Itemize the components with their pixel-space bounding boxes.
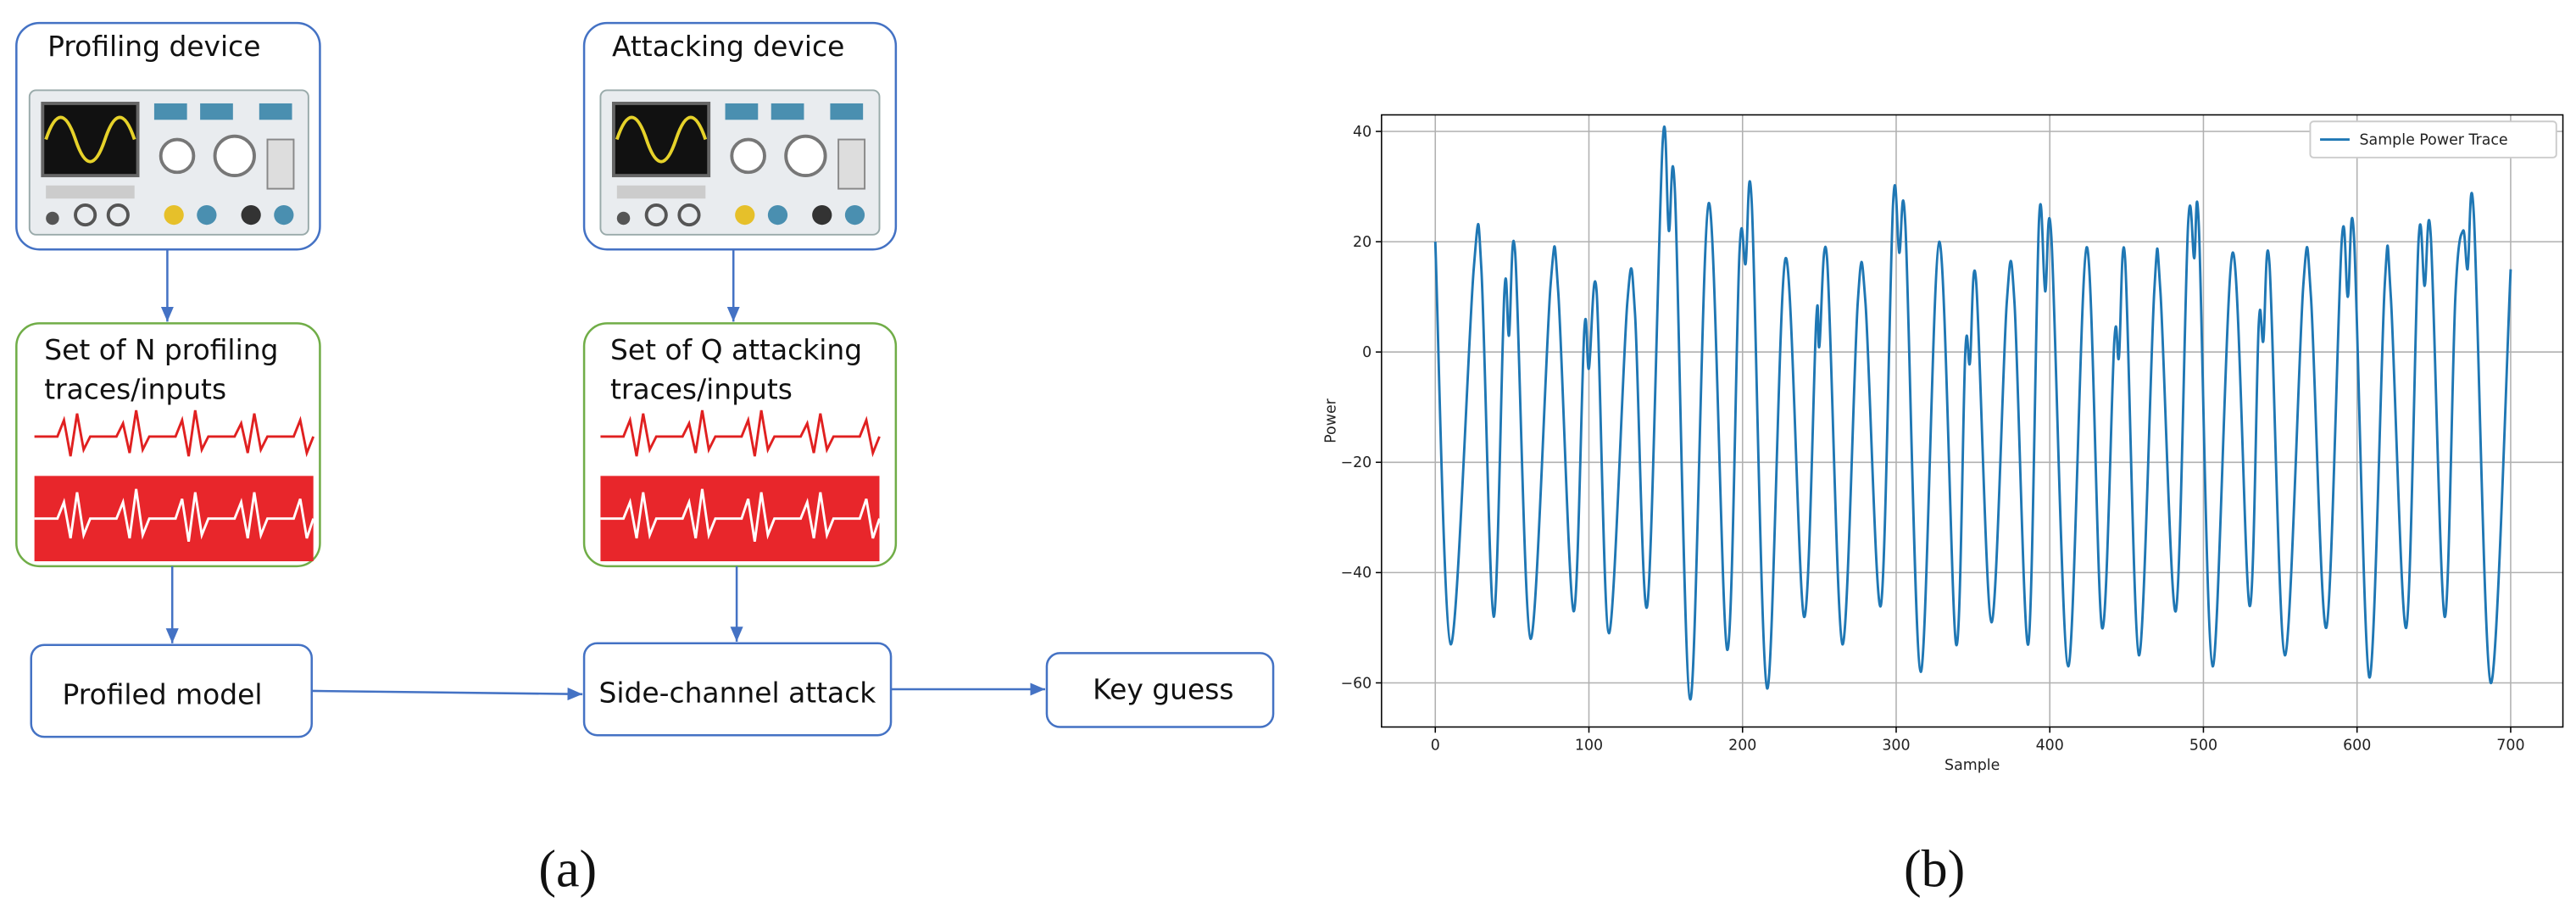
x-tick-label: 700 <box>2496 738 2524 755</box>
y-axis-label: Power <box>1323 398 1340 443</box>
node-label: Key guess <box>1093 673 1233 706</box>
caption: (b) <box>1904 840 1965 898</box>
node-label: Profiled model <box>63 677 263 710</box>
node-label: Set of N profiling <box>44 333 278 366</box>
chart: 0 100 200 300 400 500 600 700 −60 −40 −20 0 20 40 Samp… <box>1323 114 2564 774</box>
y-tick-label: −40 <box>1340 565 1371 582</box>
y-tick-label: 0 <box>1362 344 1371 361</box>
oscilloscope-icon <box>598 88 882 237</box>
plot-frame <box>1381 114 2564 728</box>
x-tick-label: 0 <box>1431 738 1440 755</box>
y-tick-label: −20 <box>1340 454 1371 471</box>
node-label: traces/inputs <box>610 372 793 405</box>
x-tick-label: 300 <box>1882 738 1910 755</box>
x-tick-label: 200 <box>1728 738 1756 755</box>
y-tick-label: −60 <box>1340 675 1371 692</box>
x-tick-label: 400 <box>2036 738 2064 755</box>
y-tick-label: 20 <box>1353 234 1371 251</box>
x-tick-label: 600 <box>2343 738 2371 755</box>
arrows <box>160 249 1046 701</box>
diagram: Profiling device Attacking device Set of… <box>15 21 1275 898</box>
x-axis-label: Sample <box>1945 757 2000 774</box>
line-series <box>1433 125 2512 701</box>
legend-label: Sample Power Trace <box>2360 131 2508 148</box>
node-label: Set of Q attacking <box>610 333 862 366</box>
oscilloscope-icon <box>27 88 310 237</box>
caption: (a) <box>538 840 597 898</box>
node-box <box>1045 652 1275 728</box>
node-label: Side-channel attack <box>599 676 876 709</box>
x-tick-label: 500 <box>2189 738 2217 755</box>
node-label: Attacking device <box>612 30 844 63</box>
y-tick-label: 40 <box>1353 124 1371 141</box>
x-tick-label: 100 <box>1575 738 1603 755</box>
legend-box <box>2309 120 2557 159</box>
node-label: traces/inputs <box>44 372 226 405</box>
node-label: Profiling device <box>47 30 260 63</box>
